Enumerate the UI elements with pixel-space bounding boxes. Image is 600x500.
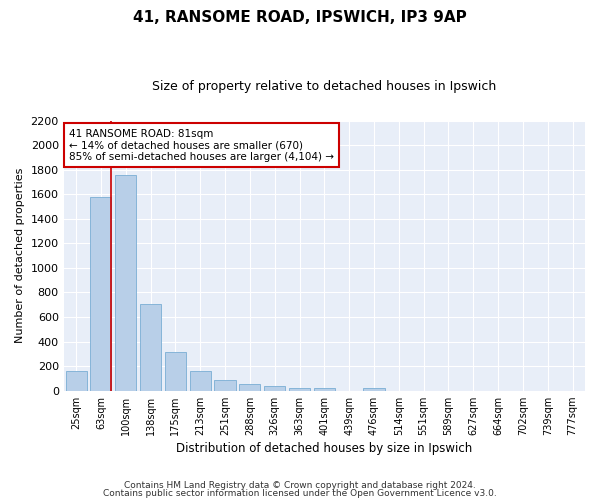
- Bar: [190, 371, 211, 390]
- Title: Size of property relative to detached houses in Ipswich: Size of property relative to detached ho…: [152, 80, 496, 93]
- Text: 41 RANSOME ROAD: 81sqm
← 14% of detached houses are smaller (670)
85% of semi-de: 41 RANSOME ROAD: 81sqm ← 14% of detached…: [69, 128, 334, 162]
- Text: Contains public sector information licensed under the Open Government Licence v3: Contains public sector information licen…: [103, 488, 497, 498]
- Bar: [364, 388, 385, 390]
- Bar: [239, 384, 260, 390]
- Bar: [264, 386, 285, 390]
- X-axis label: Distribution of detached houses by size in Ipswich: Distribution of detached houses by size …: [176, 442, 472, 455]
- Bar: [314, 388, 335, 390]
- Bar: [91, 196, 112, 390]
- Bar: [165, 352, 186, 391]
- Text: 41, RANSOME ROAD, IPSWICH, IP3 9AP: 41, RANSOME ROAD, IPSWICH, IP3 9AP: [133, 10, 467, 25]
- Bar: [214, 380, 236, 390]
- Bar: [140, 304, 161, 390]
- Bar: [115, 174, 136, 390]
- Y-axis label: Number of detached properties: Number of detached properties: [15, 168, 25, 344]
- Bar: [289, 388, 310, 390]
- Bar: [65, 371, 86, 390]
- Text: Contains HM Land Registry data © Crown copyright and database right 2024.: Contains HM Land Registry data © Crown c…: [124, 481, 476, 490]
